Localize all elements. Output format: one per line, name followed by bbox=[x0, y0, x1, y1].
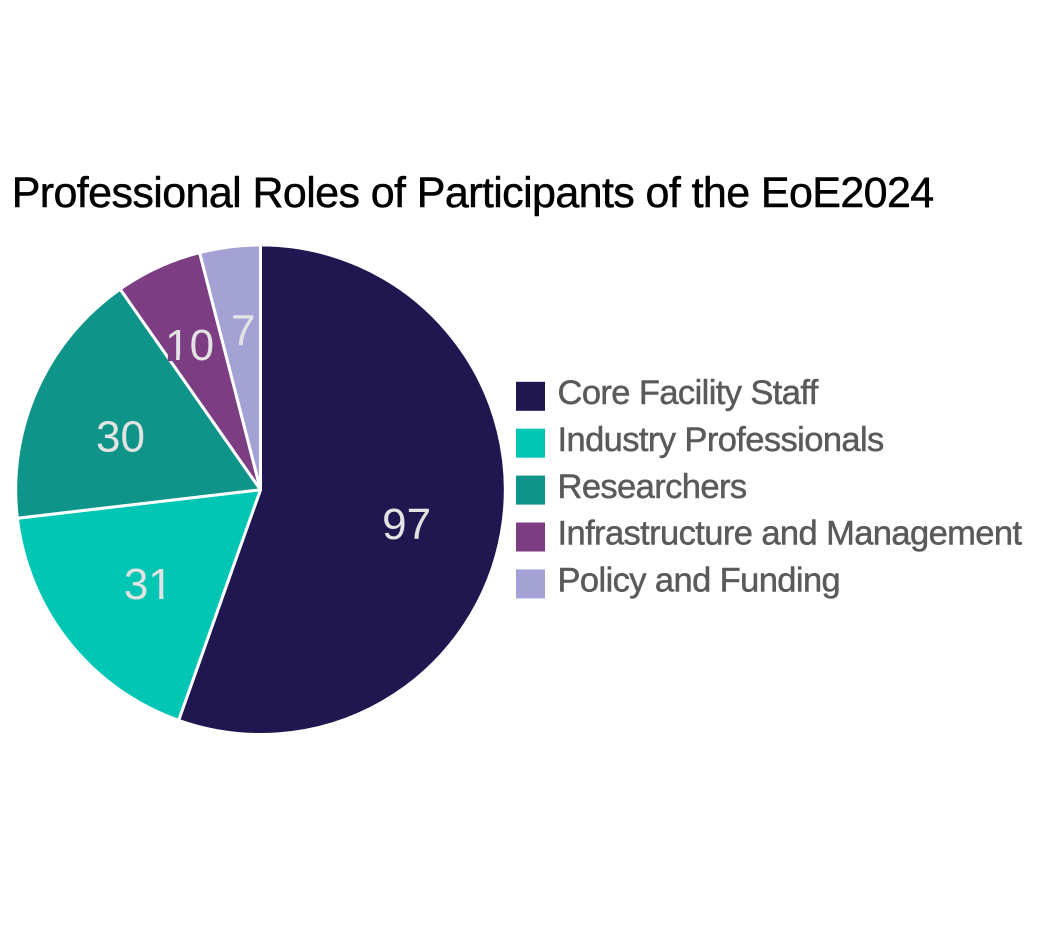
svg-text:10: 10 bbox=[165, 321, 214, 370]
svg-text:97: 97 bbox=[382, 500, 431, 549]
svg-text:Core Facility Staff: Core Facility Staff bbox=[558, 374, 819, 412]
svg-text:Professional Roles of Particip: Professional Roles of Participants of th… bbox=[12, 169, 934, 217]
svg-text:30: 30 bbox=[96, 413, 145, 462]
svg-text:Policy and Funding: Policy and Funding bbox=[558, 562, 841, 600]
svg-text:Researchers: Researchers bbox=[558, 468, 747, 506]
svg-text:31: 31 bbox=[124, 560, 173, 609]
svg-text:Industry Professionals: Industry Professionals bbox=[558, 421, 884, 459]
svg-text:7: 7 bbox=[231, 307, 255, 356]
svg-text:Infrastructure and Management: Infrastructure and Management bbox=[558, 515, 1023, 553]
